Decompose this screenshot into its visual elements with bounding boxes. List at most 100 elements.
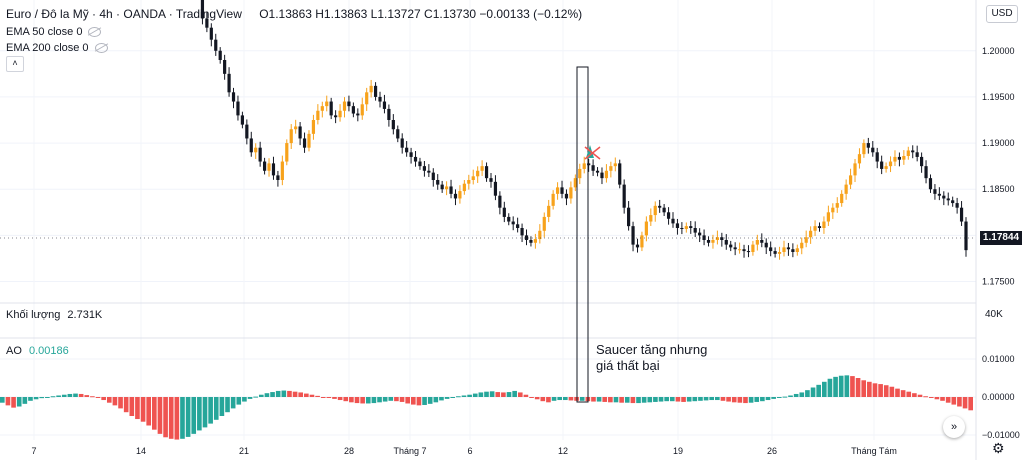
candle-body [888, 161, 893, 167]
hidden-eye-icon[interactable] [88, 27, 102, 38]
candle-body [524, 235, 529, 240]
ao-bar [236, 397, 242, 405]
ao-bar [675, 397, 681, 402]
ao-bar [883, 385, 889, 397]
ao-bar [506, 392, 512, 397]
ao-bar [22, 397, 28, 404]
ema50-legend[interactable]: EMA 50 close 0 [6, 26, 102, 38]
ao-bar [213, 397, 219, 420]
ao-bar [872, 383, 878, 397]
symbol-title[interactable]: Euro / Đô la Mỹ · 4h · OANDA · TradingVi… [6, 7, 242, 21]
candle-body [373, 85, 378, 97]
candle-body [653, 205, 657, 216]
candle-body [684, 226, 688, 229]
ao-bar [867, 381, 872, 397]
ao-bar [912, 393, 917, 397]
candlestick-series [200, 0, 968, 260]
ao-legend[interactable]: AO 0.00186 [6, 345, 69, 357]
candle-body [231, 92, 236, 102]
candle-body [817, 226, 822, 228]
candle-body [835, 203, 839, 208]
ao-bar [743, 397, 748, 404]
scroll-to-realtime-button[interactable]: » [943, 416, 965, 438]
candle-body [347, 101, 351, 107]
candle-body [729, 244, 733, 248]
ao-bar [799, 392, 805, 397]
candle-body [604, 170, 609, 179]
ao-bar [394, 397, 399, 402]
time-tick-label: 19 [673, 446, 683, 456]
ao-bar [315, 395, 320, 397]
candle-body [587, 163, 591, 166]
double-chevron-right-icon: » [950, 421, 958, 433]
candle-body [564, 193, 569, 199]
annotation-line-2: giá thất bại [596, 358, 660, 373]
time-tick-label: 7 [31, 446, 36, 456]
ao-bar [630, 397, 636, 404]
ao-bar [275, 390, 281, 397]
ao-bar [760, 397, 765, 402]
ao-bar [563, 397, 568, 401]
candle-body [307, 133, 311, 148]
ao-bar [129, 397, 135, 416]
candle-body [937, 193, 941, 196]
candle-body [631, 226, 635, 245]
price-tick-label: 1.19500 [982, 92, 1015, 102]
candle-body [680, 228, 684, 229]
candle-body [453, 193, 458, 199]
ao-bar [152, 397, 157, 430]
ao-bar [146, 397, 152, 426]
time-tick-label: 26 [767, 446, 777, 456]
candle-body [635, 244, 640, 248]
ao-bar [287, 390, 292, 397]
ao-bar [709, 397, 715, 401]
candle-body [236, 101, 240, 116]
ao-value: 0.00186 [28, 345, 69, 357]
ao-bar [557, 397, 563, 401]
ao-bar [0, 397, 5, 403]
candle-body [520, 228, 524, 236]
ao-bar [11, 397, 16, 408]
ohlc-values: O1.13863 H1.13863 L1.13727 C1.13730 −0.0… [259, 7, 583, 21]
hidden-eye-icon[interactable] [94, 43, 108, 54]
candle-body [569, 187, 573, 199]
collapse-legend-button[interactable]: ˄ [6, 56, 24, 72]
ao-bar [647, 397, 653, 403]
ao-bar [309, 394, 315, 397]
candle-body [920, 156, 924, 167]
ao-bar [962, 397, 968, 409]
ao-bar [478, 392, 484, 397]
ema50-label: EMA 50 close 0 [6, 26, 83, 38]
ao-bar [726, 397, 731, 402]
ema200-legend[interactable]: EMA 200 close 0 [6, 42, 108, 54]
ao-label: AO [6, 345, 22, 357]
candle-body [276, 175, 280, 180]
ao-bar [371, 397, 377, 404]
ao-bar [928, 397, 934, 398]
candle-body [298, 126, 302, 139]
candle-body [911, 150, 915, 153]
gear-icon[interactable]: ⚙ [992, 440, 1005, 456]
candle-body [742, 249, 746, 252]
candle-body [271, 163, 276, 176]
ao-bar [776, 397, 782, 398]
currency-button[interactable]: USD [986, 5, 1018, 23]
volume-legend[interactable]: Khối lượng 2.731K [6, 309, 102, 321]
candle-body [671, 218, 675, 224]
ao-bar [844, 375, 850, 397]
ao-bar [686, 397, 692, 402]
ao-bar [945, 397, 951, 403]
candle-body [258, 147, 262, 162]
candle-body [933, 189, 937, 194]
ao-bar [399, 397, 405, 402]
candle-body [480, 166, 484, 171]
candle-body [795, 248, 799, 252]
ao-bar [501, 392, 506, 397]
ao-bar [73, 393, 78, 397]
ao-bar [270, 392, 275, 397]
ao-bar [292, 391, 298, 397]
candle-body [209, 27, 213, 40]
ao-bar [692, 397, 698, 402]
candle-body [502, 207, 506, 217]
